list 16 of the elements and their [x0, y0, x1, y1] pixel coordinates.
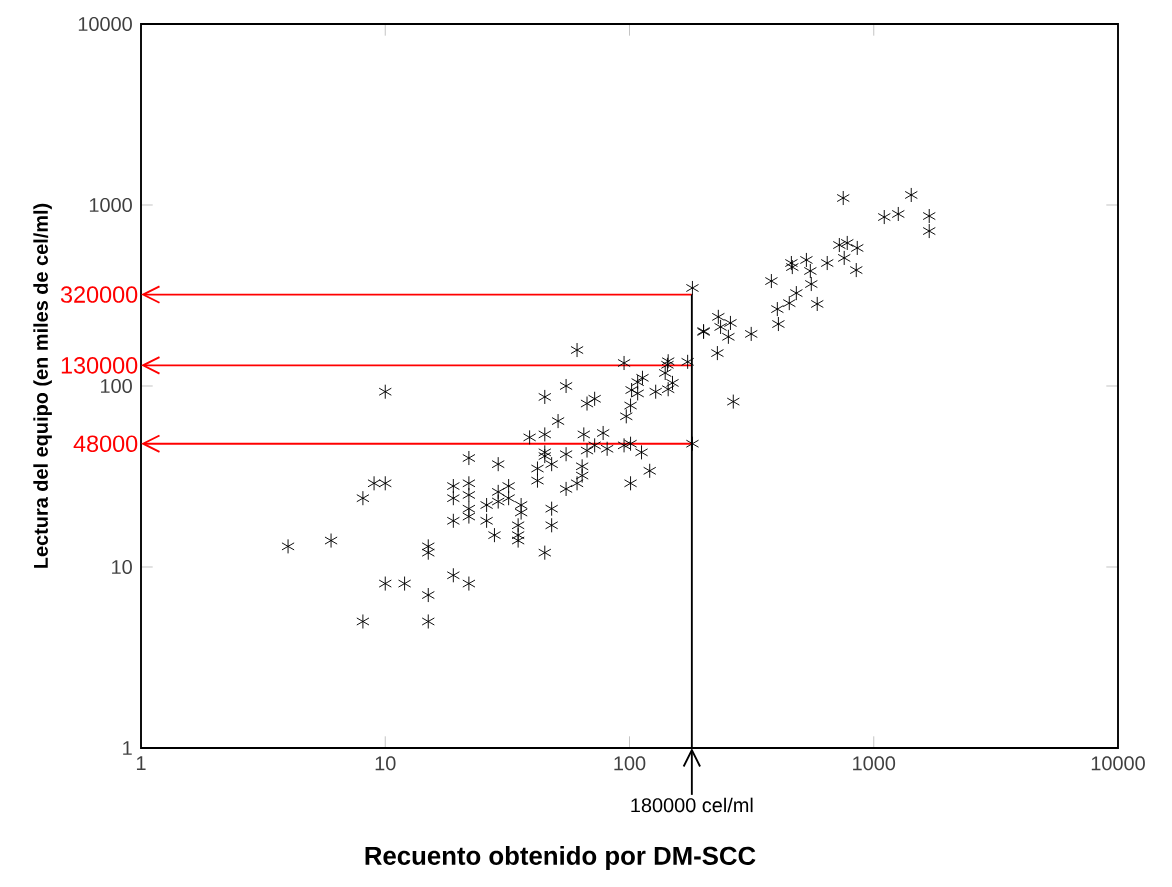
ref-line-label: 48000 [73, 435, 138, 452]
ref-line-label: 320000 [60, 286, 138, 303]
x-tick-label: 10 [375, 756, 396, 771]
ref-line-label: 180000 cel/ml [631, 797, 753, 813]
y-tick-label: 10 [112, 559, 132, 575]
x-axis-title: Recuento obtenido por DM-SCC [365, 846, 756, 870]
x-tick-label: 10000 [1091, 756, 1145, 771]
y-tick-label: 1 [123, 741, 132, 755]
y-axis-title: Lectura del equipo (en miles de cel/ml) [33, 203, 52, 568]
x-tick-label: 1000 [853, 756, 896, 771]
ref-line-label: 130000 [61, 357, 138, 374]
y-tick-label: 10000 [78, 16, 132, 32]
x-tick-label: 1 [136, 756, 146, 770]
y-tick-label: 1000 [89, 197, 132, 213]
x-tick-label: 100 [614, 756, 646, 771]
y-tick-label: 100 [101, 378, 132, 394]
